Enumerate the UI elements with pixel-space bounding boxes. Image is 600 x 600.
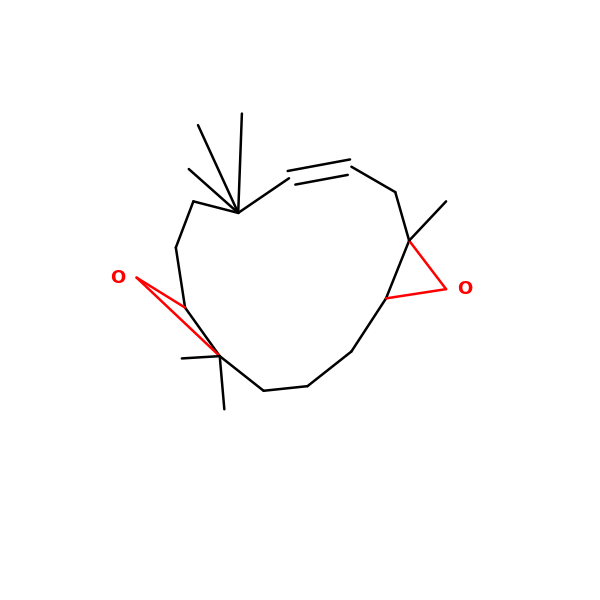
Text: O: O: [110, 269, 126, 287]
Text: O: O: [457, 280, 472, 298]
